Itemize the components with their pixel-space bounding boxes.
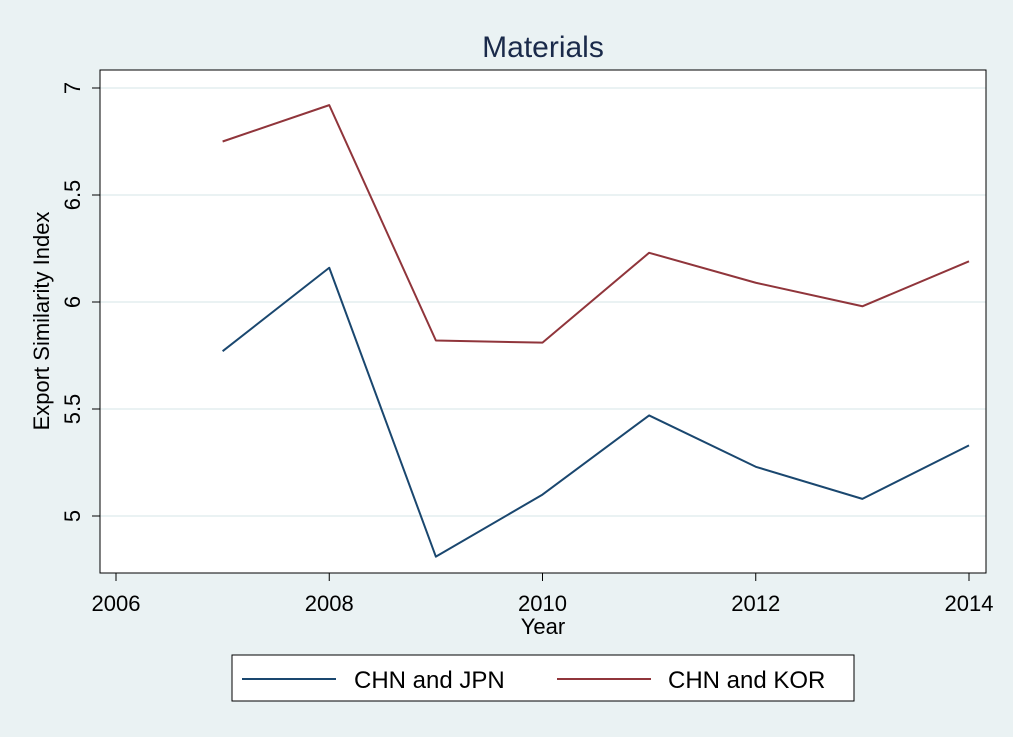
- y-tick-label-6: 6: [60, 296, 85, 308]
- legend: CHN and JPN CHN and KOR: [231, 654, 855, 702]
- chart-title: Materials: [482, 31, 604, 64]
- x-tick-label-2006: 2006: [92, 591, 141, 616]
- y-tick-label-5-5: 5.5: [60, 394, 85, 425]
- y-tick-label-5: 5: [60, 510, 85, 522]
- legend-label-chn-jpn: CHN and JPN: [354, 667, 505, 694]
- x-tick-label-2012: 2012: [731, 591, 780, 616]
- gridlines: [100, 87, 986, 517]
- y-tick-label-7: 7: [60, 82, 85, 94]
- y-tick-label-6-5: 6.5: [60, 180, 85, 211]
- series-lines: [222, 104, 970, 558]
- series-line-chn-and-jpn: [222, 266, 970, 558]
- x-tick-label-2008: 2008: [305, 591, 354, 616]
- y-axis-title: Export Similarity Index: [29, 212, 54, 431]
- x-tick-label-2010: 2010: [518, 591, 567, 616]
- x-tick-label-2014: 2014: [945, 591, 994, 616]
- plot-area-background: [100, 70, 986, 573]
- series-line-chn-and-kor: [222, 104, 970, 344]
- legend-label-chn-kor: CHN and KOR: [668, 667, 825, 694]
- axes: 5 5.5 6 6.5 7 2006 2008 2010 2012 2014: [60, 69, 994, 616]
- x-axis-title: Year: [521, 614, 565, 639]
